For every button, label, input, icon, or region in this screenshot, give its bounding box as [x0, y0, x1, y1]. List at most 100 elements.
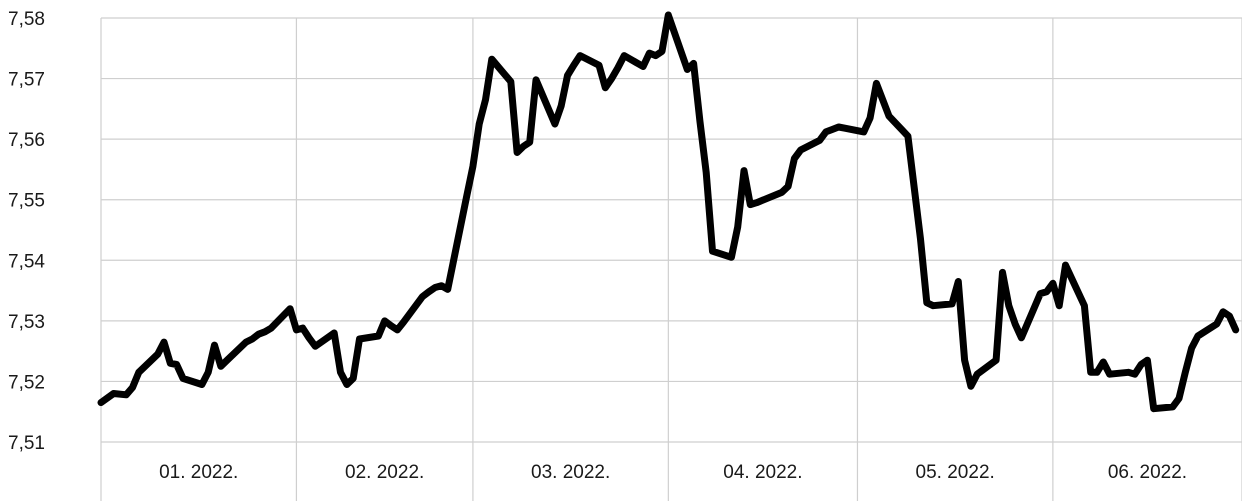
data-point — [1094, 369, 1100, 375]
data-point — [1195, 333, 1201, 339]
data-point — [558, 103, 564, 109]
data-point — [1037, 291, 1043, 296]
data-point — [918, 236, 923, 242]
data-point — [1050, 280, 1056, 286]
data-point — [665, 12, 671, 18]
data-point — [357, 336, 362, 342]
data-point — [167, 360, 173, 366]
data-point — [1012, 321, 1018, 327]
data-point — [703, 170, 709, 175]
data-point — [659, 48, 665, 54]
data-point — [1151, 406, 1157, 412]
data-point — [401, 319, 406, 325]
data-point — [161, 339, 167, 345]
data-point — [924, 300, 930, 306]
data-point — [993, 357, 999, 363]
data-point — [256, 331, 261, 337]
data-point — [1189, 345, 1194, 351]
data-point — [1000, 270, 1005, 275]
y-tick-label: 7,51 — [8, 433, 45, 454]
data-point — [464, 194, 469, 200]
y-tick-label: 7,57 — [8, 70, 45, 91]
data-point — [911, 185, 917, 191]
data-point — [483, 97, 488, 103]
x-tick-label: 04. 2022. — [723, 462, 802, 483]
data-point — [792, 156, 797, 161]
data-point — [577, 53, 583, 58]
data-point — [331, 330, 337, 336]
data-point — [565, 73, 570, 78]
data-point — [1170, 404, 1176, 410]
data-point — [955, 279, 961, 284]
x-gridlines — [100, 18, 1242, 501]
data-point — [836, 124, 841, 130]
data-point — [1126, 369, 1131, 375]
data-point — [470, 164, 476, 169]
data-point — [376, 333, 381, 339]
data-point — [596, 62, 602, 68]
data-point — [508, 79, 514, 84]
data-point — [394, 327, 400, 333]
data-point — [1082, 303, 1087, 309]
data-point — [697, 118, 703, 124]
data-point — [514, 150, 520, 155]
data-point — [294, 327, 299, 333]
data-point — [527, 139, 533, 145]
data-point — [155, 351, 161, 357]
x-tick-label: 02. 2022. — [345, 462, 424, 483]
data-point — [1182, 369, 1188, 375]
data-point — [974, 371, 980, 377]
data-point — [1138, 362, 1144, 367]
data-point — [609, 76, 614, 81]
data-point — [968, 383, 974, 389]
x-tick-label: 03. 2022. — [531, 462, 610, 483]
data-point — [489, 56, 495, 62]
y-tick-label: 7,56 — [8, 130, 45, 151]
data-point — [249, 336, 255, 342]
data-point — [779, 190, 785, 195]
data-point — [212, 342, 217, 348]
data-point — [621, 53, 627, 58]
data-point — [647, 50, 652, 56]
data-point — [1100, 359, 1106, 365]
y-tick-label: 7,55 — [8, 191, 45, 212]
data-point — [867, 115, 873, 121]
data-point — [829, 127, 835, 132]
data-point — [123, 392, 129, 398]
data-point — [552, 121, 558, 127]
data-point — [287, 306, 293, 312]
data-point — [420, 294, 425, 299]
data-point — [1044, 289, 1049, 295]
data-point — [691, 61, 696, 66]
data-point — [350, 376, 356, 381]
data-point — [174, 362, 180, 367]
data-point — [861, 129, 867, 135]
data-point — [886, 113, 892, 119]
data-point — [684, 67, 690, 72]
y-gridlines — [101, 17, 1242, 443]
data-point — [306, 335, 312, 341]
data-point — [1056, 303, 1062, 309]
y-tick-label: 7,54 — [8, 251, 45, 272]
data-point — [338, 369, 343, 375]
data-point — [262, 329, 268, 335]
y-tick-label: 7,53 — [8, 312, 45, 333]
data-point — [823, 129, 829, 135]
data-point — [130, 385, 135, 390]
data-point — [439, 283, 444, 289]
data-point — [136, 369, 142, 375]
data-point — [874, 81, 879, 86]
data-point — [1107, 371, 1112, 377]
data-point — [747, 202, 753, 208]
data-point — [344, 382, 350, 387]
data-point — [962, 357, 967, 363]
data-point — [300, 325, 306, 331]
data-point — [224, 357, 230, 363]
data-point — [798, 147, 804, 153]
data-point — [949, 301, 955, 307]
series-layer — [97, 11, 1240, 413]
data-point — [268, 325, 274, 331]
data-point — [880, 97, 886, 103]
data-point — [905, 133, 911, 139]
